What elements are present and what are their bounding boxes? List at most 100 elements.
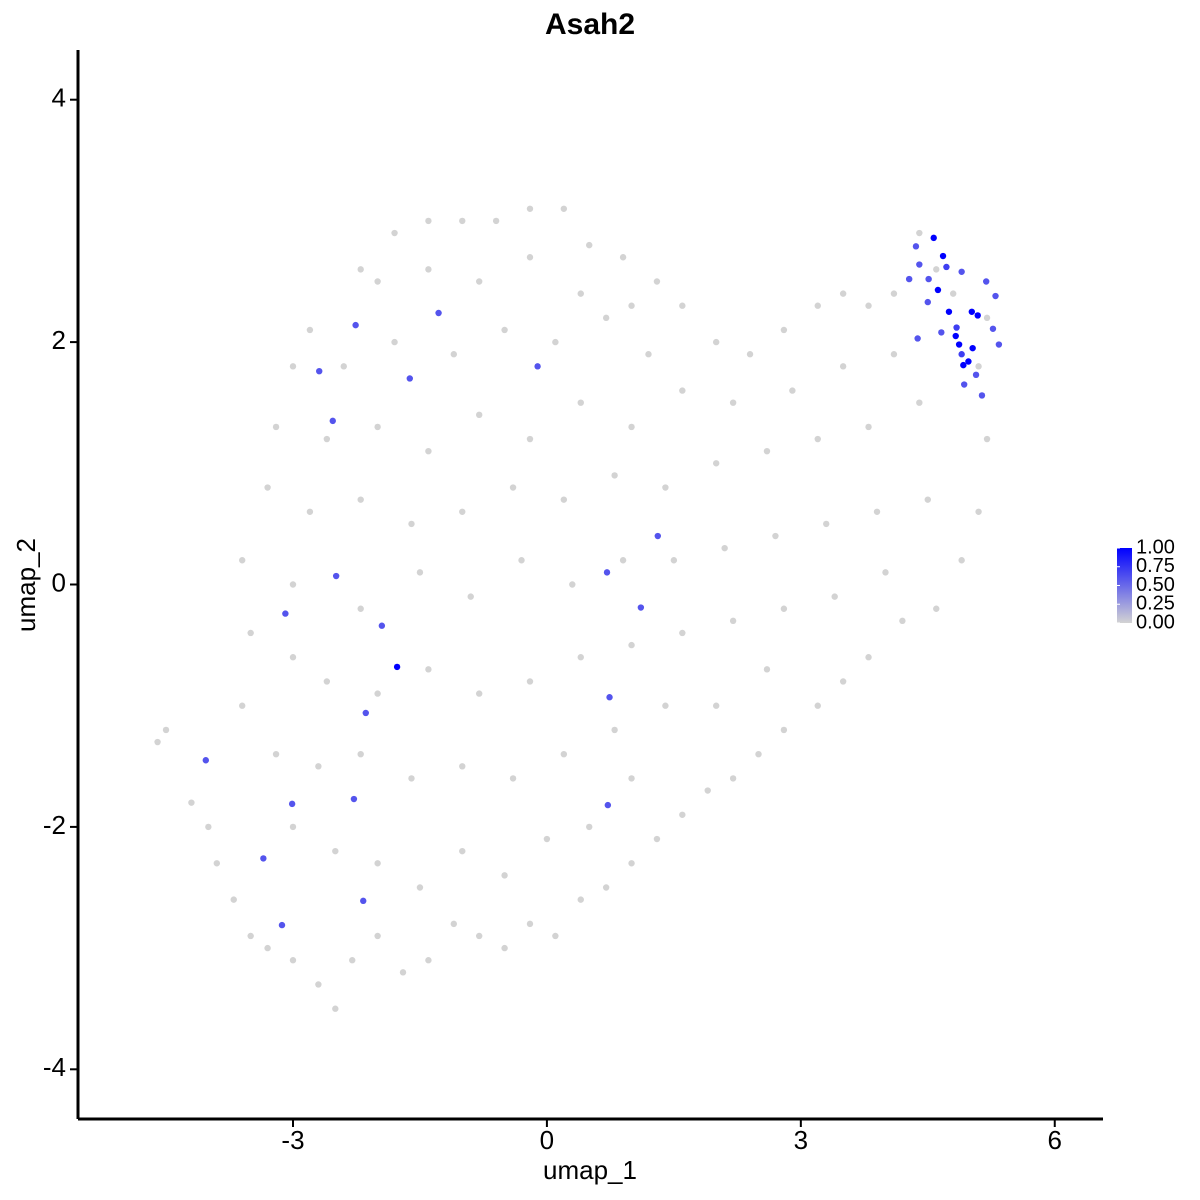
cell-point [352,321,359,329]
cell-point [729,399,737,406]
cell-point [435,309,442,317]
cell-point [393,663,401,671]
colorbar-tick-label: 0.50 [1136,574,1175,596]
cell-point [953,324,960,331]
cell-point [569,581,576,588]
colorbar-tick-label: 0.25 [1136,593,1175,615]
cell-point [839,678,847,685]
cell-point [975,363,982,370]
cell-point [882,569,889,576]
cell-point [329,417,336,425]
cell-point [780,726,788,734]
cell-point [378,622,386,629]
cell-point [983,435,991,443]
cell-point [264,944,271,952]
cell-point [604,801,612,809]
cell-point [865,654,872,661]
colorbar [1117,548,1132,623]
cell-point [416,569,424,576]
cell-point [712,338,720,346]
cell-point [202,757,210,764]
cell-point [916,261,923,268]
cell-point [357,266,364,273]
cell-point [374,860,381,867]
cell-point [289,581,297,588]
cell-point [949,290,957,297]
cell-point [492,217,500,225]
cell-point [391,338,398,346]
cell-point [552,338,559,346]
cell-point [968,308,976,315]
cell-point [933,605,940,612]
cell-point [662,484,669,491]
cell-point [425,957,432,964]
x-tick-label: 3 [794,1125,808,1155]
cell-point [357,496,364,503]
cell-point [995,341,1003,348]
cell-point [890,290,898,297]
cell-point [260,855,267,862]
cell-point [323,678,331,685]
cell-point [332,572,340,580]
cell-point [637,604,645,611]
cell-point [975,508,982,515]
cell-point [704,787,711,794]
cell-point [628,775,635,782]
cell-point [534,363,541,370]
cell-point [958,351,965,358]
cell-point [831,593,838,600]
cell-point [247,932,254,940]
cell-point [729,775,737,782]
cell-point [416,884,424,891]
cell-point [374,932,381,940]
cell-point [475,411,483,419]
cell-point [974,312,981,319]
cell-point [362,709,369,717]
cell-point [374,278,381,285]
cell-point [712,702,720,709]
cell-point [924,298,931,306]
cell-point [679,811,686,818]
cell-point [501,944,508,952]
cell-point [360,897,367,905]
cell-point [945,308,953,315]
x-tick-label: 0 [540,1125,554,1155]
cell-point [332,847,339,855]
colorbar-tick-label: 0.00 [1136,611,1175,633]
cell-point [958,268,965,275]
cell-point [459,217,466,225]
cell-point [475,278,483,285]
cell-point [577,896,584,903]
cell-point [577,654,584,661]
cell-point [914,335,921,342]
cell-point [603,569,611,576]
cell-point [924,496,931,503]
cell-point [653,835,661,843]
cell-point [391,229,398,237]
cell-point [526,254,534,261]
cell-point [602,314,610,322]
cell-point [526,435,534,443]
cell-point [586,823,593,831]
cell-point [586,241,593,249]
y-tick-label: -2 [43,810,66,840]
cell-point [459,508,466,515]
cell-point [823,520,830,528]
cell-point [679,629,686,637]
cell-point [306,326,314,334]
cell-point [662,702,669,709]
x-tick-label: -3 [281,1125,304,1155]
cell-point [399,969,407,976]
cell-point [679,302,686,309]
cell-point [653,278,661,285]
cell-point [425,666,432,673]
cell-point [611,472,618,479]
cell-point [873,508,881,515]
cell-point [628,860,635,867]
cell-point [930,234,937,242]
cell-point [989,325,997,332]
cell-point [938,329,945,336]
cell-point [289,957,297,964]
cell-point [577,399,584,406]
